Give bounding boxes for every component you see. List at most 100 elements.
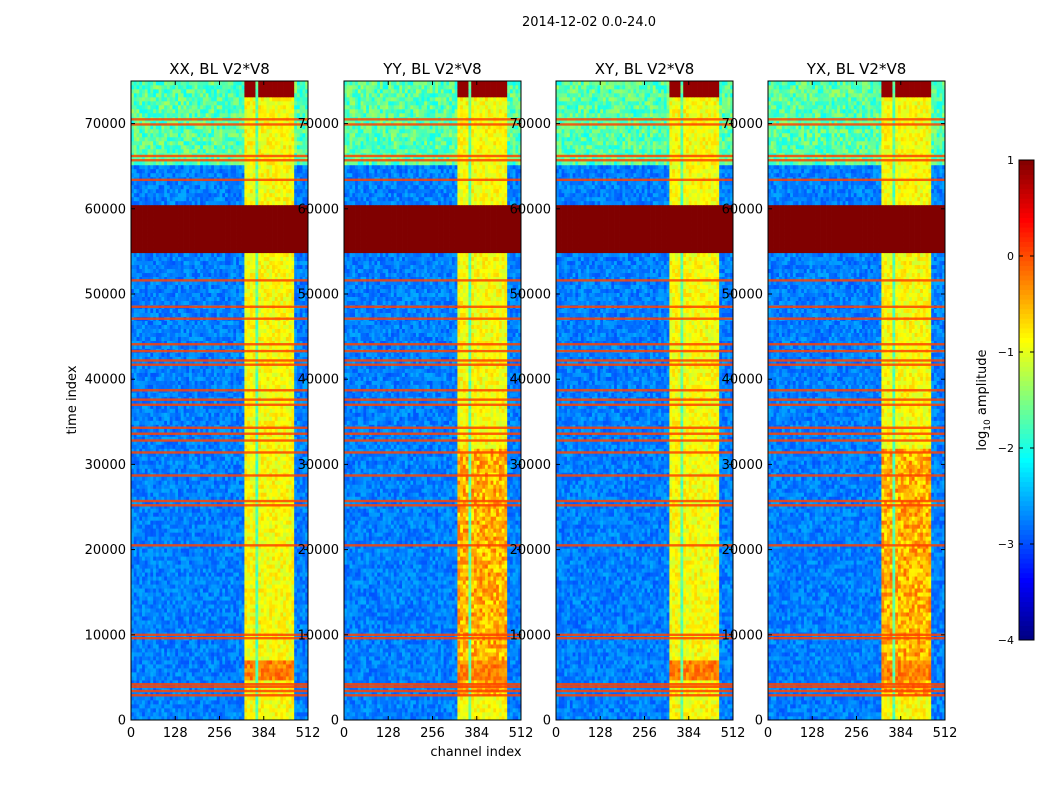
heatmap-cell	[267, 648, 270, 652]
heatmap-cell	[217, 700, 220, 704]
heatmap-cell	[214, 660, 217, 664]
heatmap-cell	[247, 652, 250, 656]
heatmap-cell	[222, 664, 225, 668]
heatmap-cell	[269, 588, 272, 592]
heatmap-cell	[275, 580, 278, 584]
heatmap-cell	[231, 604, 234, 608]
heatmap-cell	[172, 696, 175, 700]
heatmap-cell	[178, 612, 181, 616]
heatmap-cell	[137, 656, 140, 660]
heatmap-cell	[150, 588, 153, 592]
heatmap-cell	[139, 696, 142, 700]
heatmap-cell	[195, 644, 198, 648]
heatmap-cell	[261, 656, 264, 660]
heatmap-cell	[250, 676, 253, 680]
heatmap-cell	[283, 712, 286, 716]
heatmap-cell	[153, 656, 156, 660]
heatmap-cell	[269, 700, 272, 704]
heatmap-cell	[195, 664, 198, 668]
heatmap-cell	[161, 664, 164, 668]
heatmap-cell	[153, 596, 156, 600]
heatmap-cell	[261, 616, 264, 620]
heatmap-cell	[264, 640, 267, 644]
heatmap-cell	[156, 596, 159, 600]
heatmap-cell	[253, 672, 256, 676]
heatmap-cell	[250, 652, 253, 656]
heatmap-cell	[297, 608, 300, 612]
heatmap-cell	[184, 652, 187, 656]
heatmap-cell	[153, 696, 156, 700]
heatmap-cell	[283, 648, 286, 652]
heatmap-cell	[231, 708, 234, 712]
heatmap-cell	[258, 644, 261, 648]
heatmap-cell	[142, 672, 145, 676]
heatmap-cell	[250, 664, 253, 668]
heatmap-cell	[228, 672, 231, 676]
heatmap-cell	[195, 656, 198, 660]
heatmap-cell	[228, 576, 231, 580]
heatmap-cell	[134, 588, 137, 592]
heatmap-cell	[217, 588, 220, 592]
heatmap-cell	[231, 648, 234, 652]
heatmap-cell	[261, 664, 264, 668]
heatmap-cell	[170, 580, 173, 584]
heatmap-cell	[200, 616, 203, 620]
heatmap-cell	[239, 580, 242, 584]
heatmap-cell	[142, 700, 145, 704]
heatmap-cell	[253, 624, 256, 628]
heatmap-cell	[264, 580, 267, 584]
heatmap-cell	[269, 696, 272, 700]
heatmap-cell	[250, 584, 253, 588]
heatmap-cell	[239, 668, 242, 672]
heatmap-cell	[255, 624, 258, 628]
heatmap-cell	[139, 620, 142, 624]
heatmap-cell	[233, 588, 236, 592]
heatmap-cell	[286, 596, 289, 600]
heatmap-cell	[283, 588, 286, 592]
heatmap-cell	[264, 652, 267, 656]
heatmap-cell	[208, 712, 211, 716]
heatmap-cell	[275, 704, 278, 708]
heatmap-cell	[250, 660, 253, 664]
heatmap-cell	[208, 708, 211, 712]
heatmap-cell	[170, 660, 173, 664]
heatmap-cell	[172, 600, 175, 604]
heatmap-cell	[161, 640, 164, 644]
heatmap-cell	[203, 604, 206, 608]
heatmap-cell	[206, 656, 209, 660]
heatmap-cell	[159, 640, 162, 644]
heatmap-cell	[178, 660, 181, 664]
heatmap-cell	[206, 704, 209, 708]
heatmap-cell	[139, 660, 142, 664]
heatmap-cell	[200, 660, 203, 664]
heatmap-cell	[220, 664, 223, 668]
heatmap-cell	[228, 620, 231, 624]
heatmap-cell	[189, 616, 192, 620]
heatmap-cell	[272, 704, 275, 708]
heatmap-cell	[203, 712, 206, 716]
heatmap-cell	[286, 620, 289, 624]
heatmap-cell	[250, 576, 253, 580]
heatmap-cell	[264, 676, 267, 680]
heatmap-cell	[236, 600, 239, 604]
heatmap-cell	[142, 644, 145, 648]
heatmap-cell	[236, 708, 239, 712]
heatmap-cell	[283, 704, 286, 708]
heatmap-cell	[142, 608, 145, 612]
heatmap-cell	[184, 620, 187, 624]
heatmap-cell	[294, 660, 297, 664]
heatmap-cell	[236, 712, 239, 716]
heatmap-cell	[184, 616, 187, 620]
heatmap-cell	[233, 628, 236, 632]
heatmap-cell	[239, 644, 242, 648]
heatmap-cell	[189, 640, 192, 644]
heatmap-cell	[208, 580, 211, 584]
heatmap-cell	[137, 644, 140, 648]
heatmap-cell	[134, 704, 137, 708]
heatmap-cell	[172, 620, 175, 624]
heatmap-cell	[233, 592, 236, 596]
heatmap-cell	[172, 596, 175, 600]
heatmap-cell	[178, 644, 181, 648]
heatmap-cell	[214, 656, 217, 660]
heatmap-cell	[302, 696, 305, 700]
